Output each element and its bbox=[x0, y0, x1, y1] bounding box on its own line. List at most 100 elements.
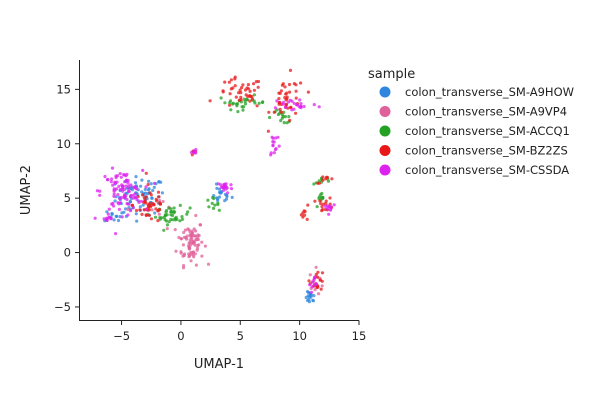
scatter-point bbox=[284, 98, 288, 102]
scatter-point bbox=[309, 295, 313, 299]
scatter-point bbox=[279, 119, 283, 123]
legend-marker bbox=[379, 86, 391, 98]
scatter-point bbox=[239, 91, 243, 95]
scatter-point bbox=[319, 287, 323, 291]
scatter-point bbox=[288, 98, 292, 102]
scatter-point bbox=[142, 200, 146, 204]
scatter-point bbox=[131, 193, 135, 197]
scatter-point bbox=[320, 205, 324, 209]
scatter-point bbox=[192, 227, 196, 231]
scatter-point bbox=[320, 271, 325, 275]
scatter-point bbox=[126, 181, 130, 185]
scatter-point bbox=[114, 214, 118, 218]
scatter-point bbox=[111, 183, 115, 187]
scatter-point bbox=[317, 181, 321, 185]
legend-item: colon_transverse_SM-CSSDA bbox=[379, 163, 569, 177]
scatter-point bbox=[281, 100, 286, 104]
scatter-point bbox=[165, 227, 169, 231]
scatter-point bbox=[125, 202, 129, 206]
scatter-point bbox=[229, 183, 233, 187]
scatter-point bbox=[273, 148, 277, 152]
scatter-point bbox=[266, 129, 270, 133]
scatter-point bbox=[228, 103, 232, 107]
scatter-point bbox=[119, 175, 123, 179]
scatter-point bbox=[147, 208, 151, 212]
scatter-point bbox=[200, 254, 204, 258]
scatter-point bbox=[234, 95, 238, 99]
scatter-point bbox=[114, 176, 118, 180]
scatter-point bbox=[144, 185, 148, 189]
scatter-point bbox=[248, 94, 252, 99]
scatter-point bbox=[272, 140, 276, 144]
scatter-point bbox=[194, 263, 198, 267]
scatter-point bbox=[217, 208, 221, 212]
scatter-point bbox=[173, 218, 177, 222]
scatter-point bbox=[167, 220, 171, 224]
scatter-point bbox=[299, 102, 303, 106]
scatter-point bbox=[216, 201, 220, 205]
scatter-point bbox=[144, 207, 148, 211]
scatter-point bbox=[181, 254, 185, 258]
scatter-point bbox=[210, 201, 214, 205]
scatter-point bbox=[134, 175, 138, 179]
scatter-point bbox=[122, 196, 127, 200]
scatter-point bbox=[286, 106, 290, 110]
scatter-point bbox=[131, 206, 135, 210]
scatter-point bbox=[182, 230, 186, 235]
scatter-point bbox=[139, 199, 143, 203]
scatter-point bbox=[254, 80, 258, 84]
scatter-point bbox=[229, 108, 233, 112]
scatter-point bbox=[147, 204, 151, 208]
scatter-point bbox=[311, 299, 315, 303]
legend-item: colon_transverse_SM-A9HOW bbox=[379, 85, 574, 99]
scatter-point bbox=[192, 255, 196, 259]
scatter-point bbox=[183, 228, 187, 232]
scatter-point bbox=[127, 186, 131, 190]
series-colon_transverse_SM-A9VP4 bbox=[126, 198, 324, 296]
scatter-point bbox=[306, 90, 310, 94]
scatter-point bbox=[268, 115, 272, 120]
scatter-point bbox=[186, 210, 190, 214]
scatter-point bbox=[215, 186, 219, 190]
y-tick-label: 10 bbox=[56, 137, 71, 151]
scatter-point bbox=[242, 105, 246, 109]
scatter-point bbox=[256, 85, 260, 89]
scatter-point bbox=[179, 237, 183, 241]
scatter-point bbox=[112, 192, 116, 196]
scatter-point bbox=[321, 202, 326, 206]
scatter-point bbox=[110, 177, 114, 181]
scatter-point bbox=[190, 231, 194, 235]
scatter-point bbox=[310, 285, 314, 289]
y-tick-label: 15 bbox=[56, 82, 71, 96]
scatter-point bbox=[169, 210, 173, 214]
scatter-point bbox=[93, 216, 97, 220]
series-colon_transverse_SM-BZ2ZS bbox=[130, 68, 334, 291]
x-tick-label: 0 bbox=[177, 329, 184, 343]
scatter-point bbox=[194, 213, 198, 218]
scatter-point bbox=[248, 99, 252, 103]
scatter-point bbox=[133, 181, 138, 185]
scatter-point bbox=[127, 189, 131, 194]
legend-label: colon_transverse_SM-A9VP4 bbox=[405, 105, 567, 119]
legend-title: sample bbox=[368, 67, 415, 82]
scatter-point bbox=[173, 228, 177, 232]
scatter-point bbox=[165, 223, 169, 227]
scatter-point bbox=[282, 110, 286, 114]
scatter-point bbox=[276, 135, 280, 139]
scatter-point bbox=[290, 108, 294, 112]
scatter-point bbox=[292, 82, 296, 86]
y-tick-label: −5 bbox=[54, 300, 71, 314]
scatter-point bbox=[294, 111, 298, 115]
scatter-point bbox=[140, 193, 145, 197]
scatter-point bbox=[122, 193, 127, 197]
scatter-point bbox=[191, 250, 196, 254]
scatter-point bbox=[248, 89, 252, 93]
scatter-point bbox=[116, 193, 120, 197]
series-colon_transverse_SM-CSSDA bbox=[93, 98, 336, 294]
scatter-point bbox=[161, 199, 165, 204]
scatter-point bbox=[169, 207, 173, 211]
scatter-point bbox=[180, 215, 184, 219]
scatter-point bbox=[301, 211, 305, 215]
scatter-point bbox=[158, 201, 162, 205]
scatter-point bbox=[134, 208, 139, 213]
